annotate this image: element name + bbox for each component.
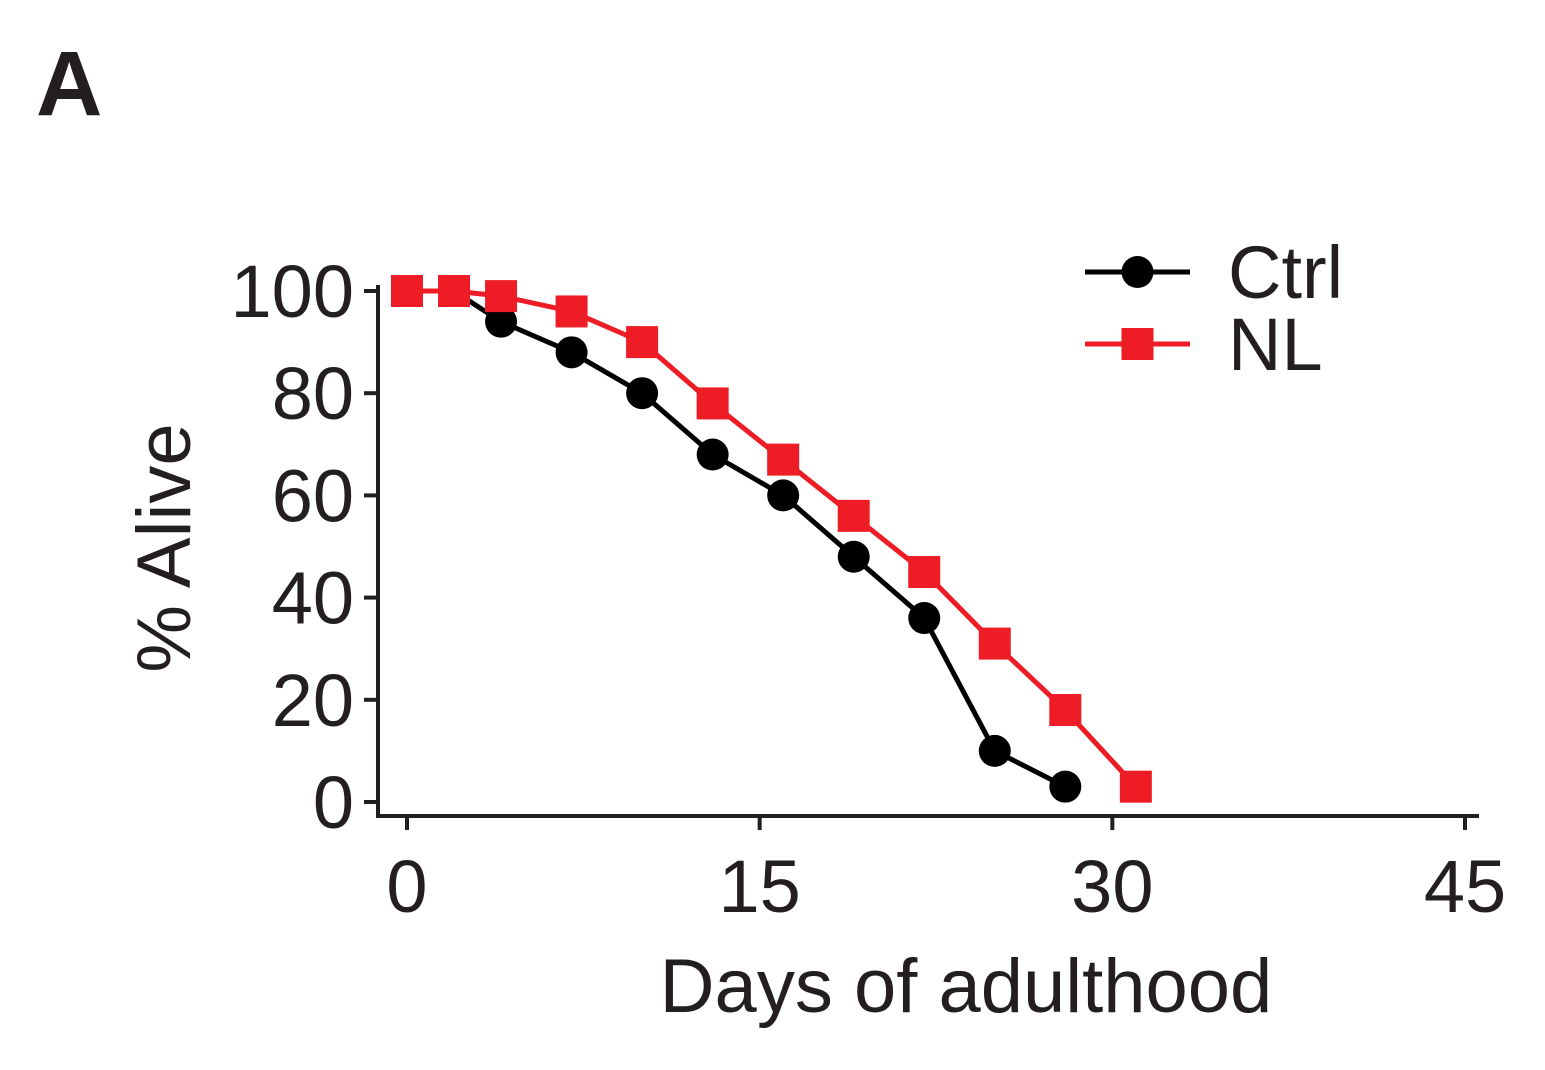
data-point-ctrl bbox=[837, 540, 870, 573]
y-tick-label: 40 bbox=[272, 557, 354, 640]
y-tick-label: 80 bbox=[272, 352, 354, 435]
data-point-nl bbox=[767, 443, 800, 476]
data-point-ctrl bbox=[978, 734, 1011, 767]
legend-label-nl: NL bbox=[1228, 303, 1323, 386]
legend-item-ctrl: Ctrl bbox=[1085, 231, 1343, 314]
data-point-ctrl bbox=[767, 479, 800, 512]
data-point-ctrl bbox=[908, 602, 941, 635]
series-line-nl bbox=[407, 288, 1138, 789]
data-point-nl bbox=[978, 627, 1011, 660]
data-point-nl bbox=[908, 556, 941, 589]
x-tick-label: 0 bbox=[386, 845, 427, 928]
y-axis-ticks: 0 20 40 60 80 100 bbox=[231, 250, 378, 844]
series-ctrl bbox=[391, 275, 1082, 803]
x-tick-label: 45 bbox=[1424, 845, 1506, 928]
data-point-ctrl bbox=[626, 377, 659, 410]
y-axis-label: % Alive bbox=[122, 423, 207, 672]
data-point-nl bbox=[555, 295, 588, 328]
axes bbox=[376, 285, 1479, 818]
y-tick-label: 20 bbox=[272, 659, 354, 742]
data-point-nl bbox=[391, 275, 423, 307]
legend-item-nl: NL bbox=[1085, 303, 1323, 386]
data-point-nl bbox=[1119, 770, 1152, 803]
data-point-nl bbox=[1049, 694, 1082, 727]
data-point-nl bbox=[485, 280, 518, 313]
y-tick-label: 60 bbox=[272, 454, 354, 537]
data-point-ctrl bbox=[485, 305, 518, 338]
legend-label-ctrl: Ctrl bbox=[1228, 231, 1343, 314]
legend-marker-ctrl bbox=[1121, 256, 1154, 288]
data-point-ctrl bbox=[555, 336, 588, 369]
x-tick-label: 15 bbox=[719, 845, 801, 928]
y-tick-label: 100 bbox=[231, 250, 354, 333]
x-tick-label: 30 bbox=[1071, 845, 1153, 928]
series-line-ctrl bbox=[407, 288, 1067, 789]
data-point-nl bbox=[837, 499, 870, 532]
data-point-nl bbox=[696, 387, 729, 420]
x-axis-label: Days of adulthood bbox=[660, 944, 1273, 1029]
data-point-nl bbox=[626, 326, 659, 359]
legend-marker-nl bbox=[1121, 328, 1154, 360]
series-nl bbox=[391, 275, 1152, 803]
data-point-ctrl bbox=[1049, 770, 1082, 803]
y-tick-label: 0 bbox=[313, 761, 354, 844]
x-axis-ticks: 0 15 30 45 bbox=[386, 816, 1506, 928]
data-point-ctrl bbox=[696, 438, 729, 471]
data-point-nl bbox=[438, 275, 471, 307]
series-layer bbox=[391, 275, 1152, 803]
panel-label: A bbox=[36, 33, 102, 135]
